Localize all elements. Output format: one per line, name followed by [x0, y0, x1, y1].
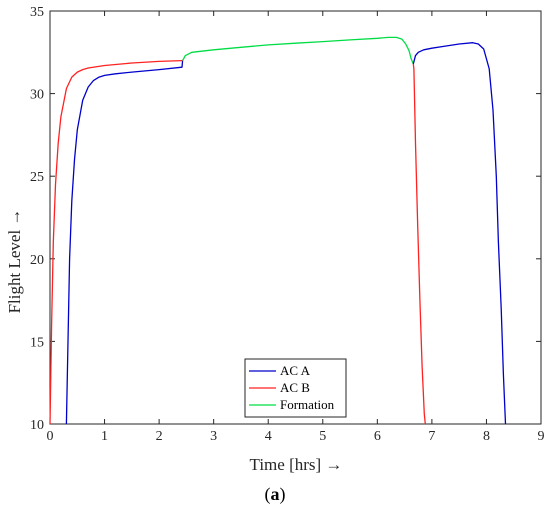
- y-tick-label: 30: [30, 88, 44, 103]
- x-tick-label: 4: [265, 429, 272, 444]
- y-axis-title: Flight Level →: [5, 209, 24, 314]
- caption-close: ): [279, 484, 286, 504]
- axes-box: [49, 10, 542, 425]
- legend-label: AC B: [280, 380, 310, 395]
- caption-open: (: [264, 484, 271, 504]
- x-tick-label: 7: [428, 429, 435, 444]
- series-line-ac-a: [65, 60, 184, 425]
- series-line-ac-b-descent: [412, 63, 426, 425]
- series-line-ac-a-after-split: [412, 42, 507, 425]
- y-tick-label: 15: [30, 335, 44, 350]
- x-tick-label: 9: [538, 429, 545, 444]
- legend: AC A AC B Formation: [244, 358, 347, 418]
- x-tick-label: 5: [319, 429, 326, 444]
- x-tick-label: 8: [483, 429, 490, 444]
- y-tick-label: 10: [30, 418, 44, 433]
- series-line-ac-b: [49, 59, 183, 425]
- x-tick-label: 0: [47, 429, 54, 444]
- x-axis-title: Time [hrs] →: [250, 455, 343, 474]
- legend-label: AC A: [280, 363, 311, 378]
- series-line-formation: [182, 36, 414, 65]
- x-tick-label: 6: [374, 429, 381, 444]
- caption-letter: a: [270, 484, 280, 504]
- x-tick-label: 3: [210, 429, 217, 444]
- y-tick-label: 25: [30, 170, 44, 185]
- x-tick-label: 1: [101, 429, 108, 444]
- y-tick-label: 20: [30, 253, 44, 268]
- y-tick-label: 35: [30, 5, 44, 20]
- figure-caption: (a): [0, 484, 550, 505]
- flight-level-chart: 0 1 2 3 4 5 6 7 8 9 10 15 20 25 30 35 Time [hrs] → Flig…: [5, 5, 545, 474]
- plot-area: 0 1 2 3 4 5 6 7 8 9 10 15 20 25 30 35: [30, 5, 545, 444]
- x-tick-label: 2: [156, 429, 163, 444]
- legend-label: Formation: [280, 397, 335, 412]
